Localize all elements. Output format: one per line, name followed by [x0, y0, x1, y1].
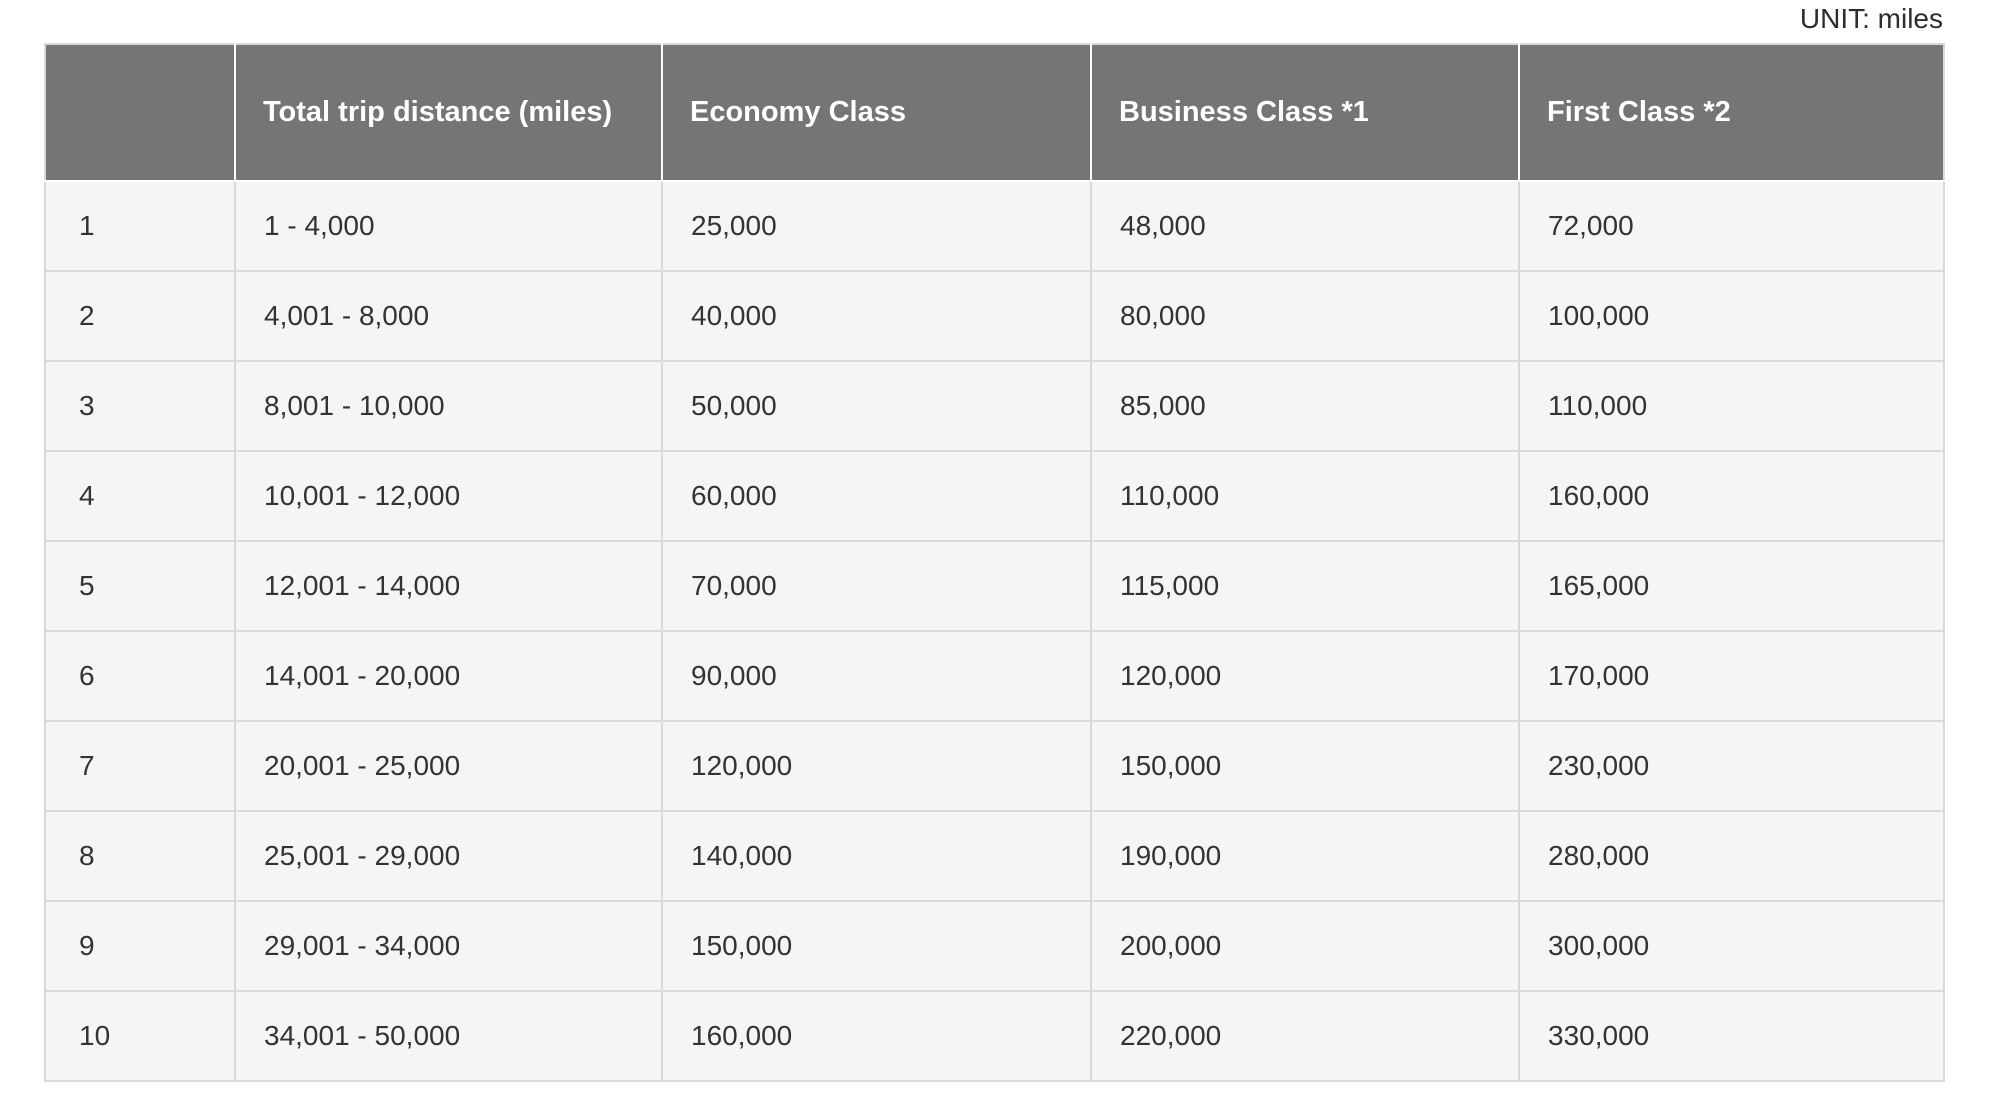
cell-zone: 9: [44, 900, 236, 992]
table-row: 6 14,001 - 20,000 90,000 120,000 170,000: [44, 630, 1945, 722]
cell-first: 230,000: [1518, 720, 1945, 812]
table-row: 5 12,001 - 14,000 70,000 115,000 165,000: [44, 540, 1945, 632]
cell-distance: 10,001 - 12,000: [234, 450, 663, 542]
table-row: 8 25,001 - 29,000 140,000 190,000 280,00…: [44, 810, 1945, 902]
cell-distance: 1 - 4,000: [234, 180, 663, 272]
cell-distance: 4,001 - 8,000: [234, 270, 663, 362]
cell-business: 110,000: [1090, 450, 1520, 542]
cell-zone: 1: [44, 180, 236, 272]
cell-economy: 150,000: [661, 900, 1092, 992]
cell-first: 280,000: [1518, 810, 1945, 902]
cell-economy: 120,000: [661, 720, 1092, 812]
cell-zone: 5: [44, 540, 236, 632]
cell-economy: 70,000: [661, 540, 1092, 632]
cell-economy: 60,000: [661, 450, 1092, 542]
table-row: 1 1 - 4,000 25,000 48,000 72,000: [44, 180, 1945, 272]
cell-zone: 7: [44, 720, 236, 812]
cell-economy: 50,000: [661, 360, 1092, 452]
table-row: 10 34,001 - 50,000 160,000 220,000 330,0…: [44, 990, 1945, 1082]
cell-business: 120,000: [1090, 630, 1520, 722]
cell-economy: 140,000: [661, 810, 1092, 902]
cell-zone: 3: [44, 360, 236, 452]
cell-first: 165,000: [1518, 540, 1945, 632]
header-cell-first: First Class *2: [1519, 43, 1945, 182]
header-cell-distance: Total trip distance (miles): [235, 43, 663, 182]
cell-first: 72,000: [1518, 180, 1945, 272]
cell-business: 85,000: [1090, 360, 1520, 452]
cell-zone: 8: [44, 810, 236, 902]
unit-label: UNIT: miles: [1799, 3, 1943, 34]
table-row: 9 29,001 - 34,000 150,000 200,000 300,00…: [44, 900, 1945, 992]
cell-distance: 25,001 - 29,000: [234, 810, 663, 902]
cell-economy: 160,000: [661, 990, 1092, 1082]
table-row: 4 10,001 - 12,000 60,000 110,000 160,000: [44, 450, 1945, 542]
header-cell-business: Business Class *1: [1091, 43, 1520, 182]
header-cell-economy: Economy Class: [662, 43, 1092, 182]
cell-business: 150,000: [1090, 720, 1520, 812]
header-cell-index: [44, 43, 236, 182]
cell-business: 220,000: [1090, 990, 1520, 1082]
cell-distance: 29,001 - 34,000: [234, 900, 663, 992]
cell-first: 100,000: [1518, 270, 1945, 362]
cell-business: 80,000: [1090, 270, 1520, 362]
cell-distance: 14,001 - 20,000: [234, 630, 663, 722]
cell-economy: 90,000: [661, 630, 1092, 722]
cell-business: 190,000: [1090, 810, 1520, 902]
cell-zone: 4: [44, 450, 236, 542]
cell-first: 330,000: [1518, 990, 1945, 1082]
cell-first: 110,000: [1518, 360, 1945, 452]
header-row: Total trip distance (miles) Economy Clas…: [44, 43, 1945, 182]
cell-distance: 20,001 - 25,000: [234, 720, 663, 812]
cell-business: 200,000: [1090, 900, 1520, 992]
cell-distance: 8,001 - 10,000: [234, 360, 663, 452]
cell-business: 48,000: [1090, 180, 1520, 272]
cell-first: 160,000: [1518, 450, 1945, 542]
cell-business: 115,000: [1090, 540, 1520, 632]
table-row: 3 8,001 - 10,000 50,000 85,000 110,000: [44, 360, 1945, 452]
cell-economy: 25,000: [661, 180, 1092, 272]
cell-first: 170,000: [1518, 630, 1945, 722]
cell-economy: 40,000: [661, 270, 1092, 362]
cell-first: 300,000: [1518, 900, 1945, 992]
cell-distance: 12,001 - 14,000: [234, 540, 663, 632]
cell-zone: 2: [44, 270, 236, 362]
table-row: 7 20,001 - 25,000 120,000 150,000 230,00…: [44, 720, 1945, 812]
table-row: 2 4,001 - 8,000 40,000 80,000 100,000: [44, 270, 1945, 362]
cell-distance: 34,001 - 50,000: [234, 990, 663, 1082]
cell-zone: 6: [44, 630, 236, 722]
award-chart-table: Total trip distance (miles) Economy Clas…: [44, 43, 1945, 1082]
cell-zone: 10: [44, 990, 236, 1082]
